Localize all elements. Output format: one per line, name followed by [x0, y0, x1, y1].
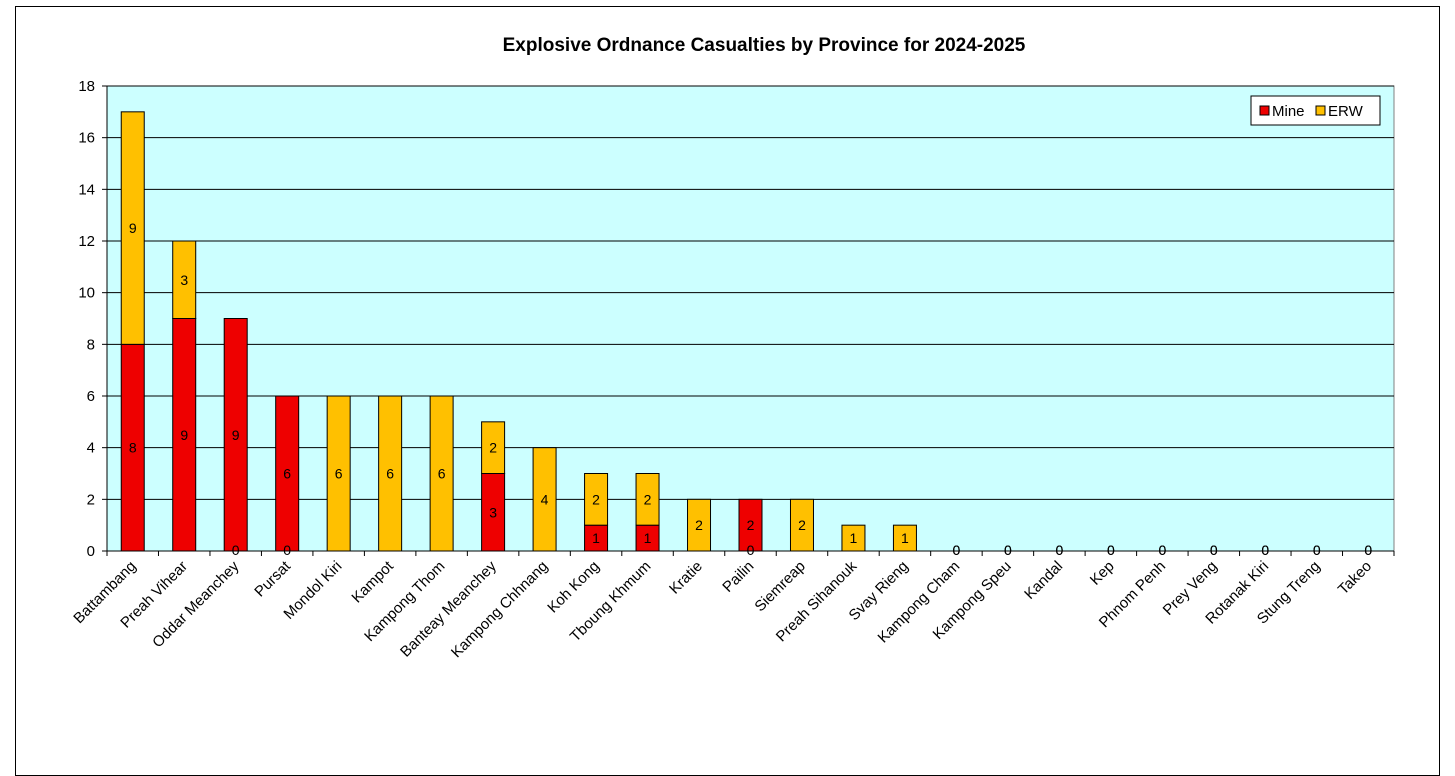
- bar-erw: [789, 498, 814, 552]
- legend-label: ERW: [1328, 103, 1364, 120]
- bar-mine: [275, 395, 300, 552]
- chart-title: Explosive Ordnance Casualties by Provinc…: [503, 35, 1026, 56]
- data-label: 2: [644, 491, 652, 507]
- data-label: 1: [592, 530, 600, 546]
- bar-mine: [738, 498, 763, 552]
- x-category-label: Kep: [1087, 558, 1118, 589]
- bar-erw: [172, 240, 197, 319]
- bar-erw: [687, 498, 712, 552]
- data-label: 0: [953, 542, 961, 558]
- legend-label: Mine: [1272, 103, 1305, 120]
- y-tick-label: 2: [87, 491, 95, 508]
- bar-erw: [378, 395, 403, 552]
- bar-erw: [120, 111, 145, 345]
- y-tick-label: 14: [78, 181, 95, 198]
- data-label: 0: [1313, 542, 1321, 558]
- data-label: 8: [129, 440, 137, 456]
- data-label: 0: [1004, 542, 1012, 558]
- data-label: 1: [644, 530, 652, 546]
- x-category-label: Takeo: [1335, 558, 1375, 598]
- y-tick-label: 6: [87, 388, 95, 405]
- y-tick-label: 10: [78, 285, 95, 302]
- x-category-label: Kampong Chhnang: [448, 558, 551, 661]
- plot-background: [106, 85, 1395, 552]
- data-label: 2: [798, 517, 806, 533]
- y-tick-label: 4: [87, 440, 95, 457]
- bar-erw: [892, 524, 917, 552]
- x-category-label: Kandal: [1021, 558, 1066, 603]
- data-label: 0: [1055, 542, 1063, 558]
- x-category-label: Oddar Meanchey: [149, 557, 243, 651]
- bar-mine: [223, 318, 248, 552]
- data-label: 0: [232, 542, 240, 558]
- data-label: 0: [1210, 542, 1218, 558]
- y-tick-label: 18: [78, 78, 95, 95]
- data-label: 4: [541, 491, 549, 507]
- bar-erw: [584, 473, 609, 526]
- x-category-label: Banteay Meanchey: [397, 557, 500, 660]
- data-label: 0: [1107, 542, 1115, 558]
- data-label: 0: [1055, 542, 1063, 558]
- data-label: 6: [335, 466, 343, 482]
- data-label: 0: [1261, 542, 1269, 558]
- bar-erw: [532, 447, 557, 552]
- x-category-label: Pursat: [251, 557, 294, 600]
- data-label: 9: [180, 427, 188, 443]
- y-tick-label: 0: [87, 543, 95, 560]
- data-label: 0: [1364, 542, 1372, 558]
- data-label: 6: [386, 466, 394, 482]
- legend-swatch-erw: [1315, 105, 1326, 116]
- data-label: 0: [1158, 542, 1166, 558]
- data-label: 0: [1364, 542, 1372, 558]
- data-label: 0: [1210, 542, 1218, 558]
- data-label: 0: [1261, 542, 1269, 558]
- data-label: 2: [489, 440, 497, 456]
- x-category-label: Pailin: [719, 558, 757, 596]
- data-label: 0: [1313, 542, 1321, 558]
- data-label: 9: [232, 427, 240, 443]
- data-label: 6: [438, 466, 446, 482]
- data-label: 2: [592, 491, 600, 507]
- data-label: 9: [129, 220, 137, 236]
- x-category-label: Kratie: [666, 558, 706, 598]
- data-label: 0: [1004, 542, 1012, 558]
- bar-erw: [635, 473, 660, 526]
- y-tick-label: 8: [87, 336, 95, 353]
- bar-erw: [326, 395, 351, 552]
- data-label: 6: [283, 466, 291, 482]
- data-label: 3: [489, 504, 497, 520]
- bar-erw: [481, 421, 506, 475]
- bar-erw: [841, 524, 866, 552]
- y-tick-label: 16: [78, 130, 95, 147]
- data-label: 2: [695, 517, 703, 533]
- data-label: 0: [283, 542, 291, 558]
- data-label: 3: [180, 272, 188, 288]
- x-category-label: Kampot: [348, 557, 397, 606]
- data-label: 2: [747, 517, 755, 533]
- y-tick-label: 12: [78, 233, 95, 250]
- data-label: 0: [953, 542, 961, 558]
- legend: Mine ERW: [1250, 95, 1381, 126]
- data-label: 1: [901, 530, 909, 546]
- data-label: 0: [1158, 542, 1166, 558]
- data-label: 0: [1107, 542, 1115, 558]
- data-label: 1: [850, 530, 858, 546]
- bar-erw: [429, 395, 454, 552]
- legend-swatch-mine: [1259, 105, 1270, 116]
- data-label: 0: [747, 542, 755, 558]
